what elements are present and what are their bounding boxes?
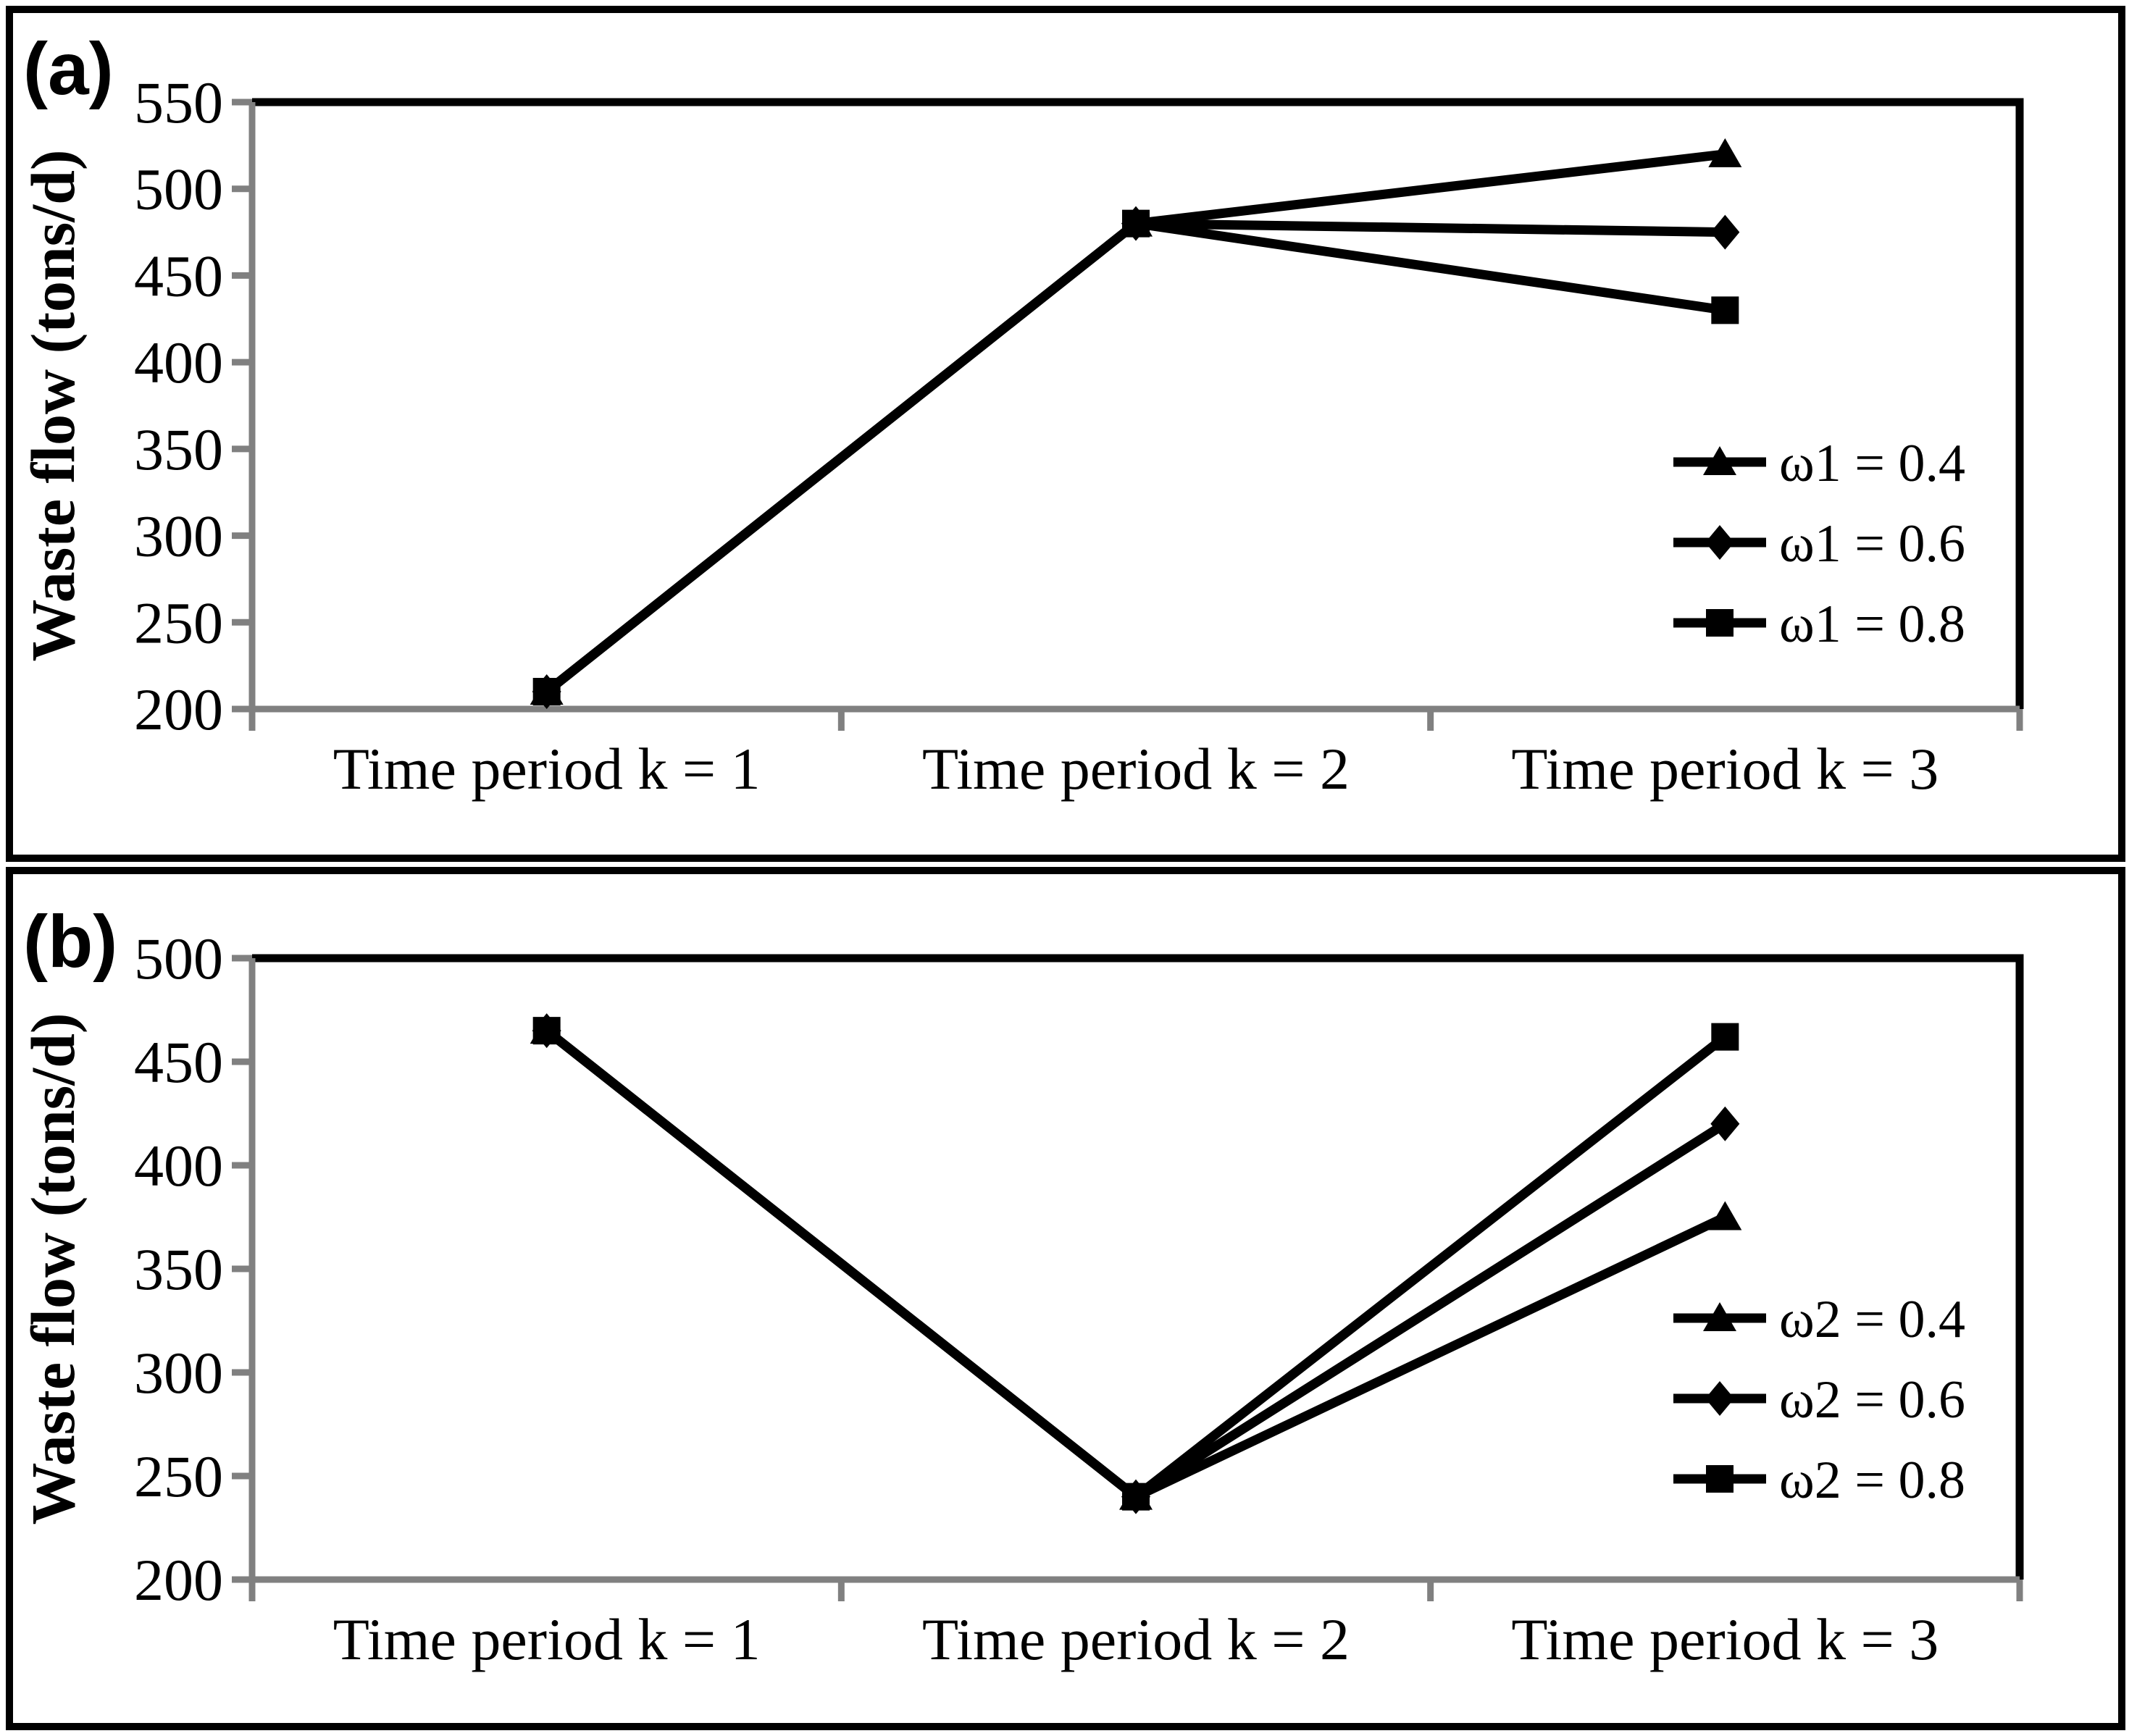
panel-b: (b) Waste flow (tons/d) 200 250 300 350 400 4… [6,867,2125,1730]
y-tick-label-550: 550 [134,70,223,135]
chart-b: Waste flow (tons/d) 200 250 300 350 400 450 50… [18,926,2024,1672]
series-marker-2-square [532,678,561,706]
series-line-0 [543,1027,1728,1503]
panel-a: (a) Waste flow (tons/d) 200 250 300 350 400 4… [6,6,2125,862]
legend-label-1: ω1 = 0.6 [1779,514,1965,574]
x-category-label-1: Time period k = 2 [922,1606,1350,1672]
y-tick-label-250: 250 [134,590,223,655]
y-tick-label-250: 250 [134,1443,223,1509]
x-category-label-0: Time period k = 1 [333,1606,761,1672]
x-category-label-2: Time period k = 3 [1511,1606,1939,1672]
legend-label-0: ω2 = 0.4 [1779,1290,1965,1349]
series-marker-1-diamond [1710,1106,1740,1141]
plot-border [252,98,2024,709]
y-tick-label-350: 350 [134,1236,223,1302]
legend-label-2: ω2 = 0.8 [1779,1451,1965,1510]
legend-marker-0-triangle [1703,446,1736,475]
x-category-label-2: Time period k = 3 [1511,736,1939,802]
y-tick-label-450: 450 [134,243,223,309]
y-tick-label-200: 200 [134,676,223,742]
legend-label-0: ω1 = 0.4 [1779,434,1965,493]
legend-marker-1-diamond [1705,1381,1734,1416]
series-marker-2-square [1122,1483,1150,1511]
series-line-2 [543,1027,1728,1503]
y-tick-label-400: 400 [134,330,223,395]
legend-marker-2-square [1706,1465,1734,1493]
chart-a: Waste flow (tons/d) 200 250 300 350 400 450 50… [18,70,2024,802]
series-line-1 [543,219,1726,696]
legend-label-1: ω2 = 0.6 [1779,1370,1965,1430]
plot-border [252,954,2024,1580]
legend-marker-1-diamond [1705,525,1734,560]
legend-marker-2-square [1706,609,1734,637]
x-category-label-1: Time period k = 2 [922,736,1350,802]
legend-label-2: ω1 = 0.8 [1779,595,1965,654]
x-category-label-0: Time period k = 1 [333,736,761,802]
y-tick-label-350: 350 [134,416,223,482]
y-tick-label-300: 300 [134,503,223,569]
series-marker-0-triangle [1708,1201,1742,1230]
y-axis-title-b: Waste flow (tons/d) [18,1012,88,1525]
panel-b-label: (b) [23,900,118,983]
legend-marker-0-triangle [1703,1302,1736,1331]
panel-a-label: (a) [23,28,114,110]
series-marker-0-triangle [1708,138,1742,167]
series-line-2 [543,218,1726,696]
y-tick-label-300: 300 [134,1340,223,1406]
series-marker-1-diamond [1710,214,1740,250]
y-tick-label-450: 450 [134,1029,223,1095]
y-axis-title-a: Waste flow (tons/d) [18,149,88,661]
y-tick-label-400: 400 [134,1133,223,1199]
series-marker-2-square [1711,296,1739,324]
series-marker-2-square [532,1017,561,1045]
y-tick-label-500: 500 [134,156,223,222]
y-tick-label-500: 500 [134,926,223,991]
series-line-1 [543,1027,1728,1503]
y-tick-label-200: 200 [134,1547,223,1613]
series-marker-2-square [1711,1023,1739,1051]
series-marker-2-square [1122,209,1150,238]
